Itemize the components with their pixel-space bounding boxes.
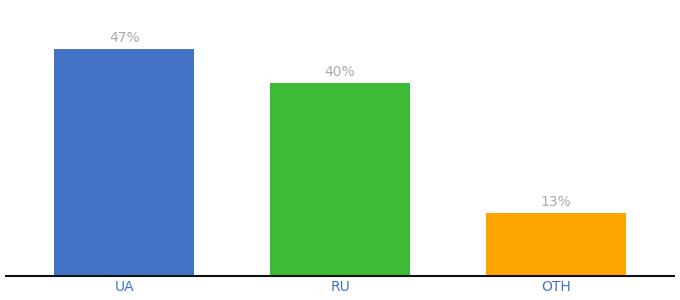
Text: 13%: 13% [541, 195, 571, 209]
Text: 47%: 47% [109, 31, 139, 45]
Bar [486, 213, 626, 276]
Bar [54, 49, 194, 276]
Bar [270, 83, 410, 276]
Text: 40%: 40% [324, 65, 356, 79]
